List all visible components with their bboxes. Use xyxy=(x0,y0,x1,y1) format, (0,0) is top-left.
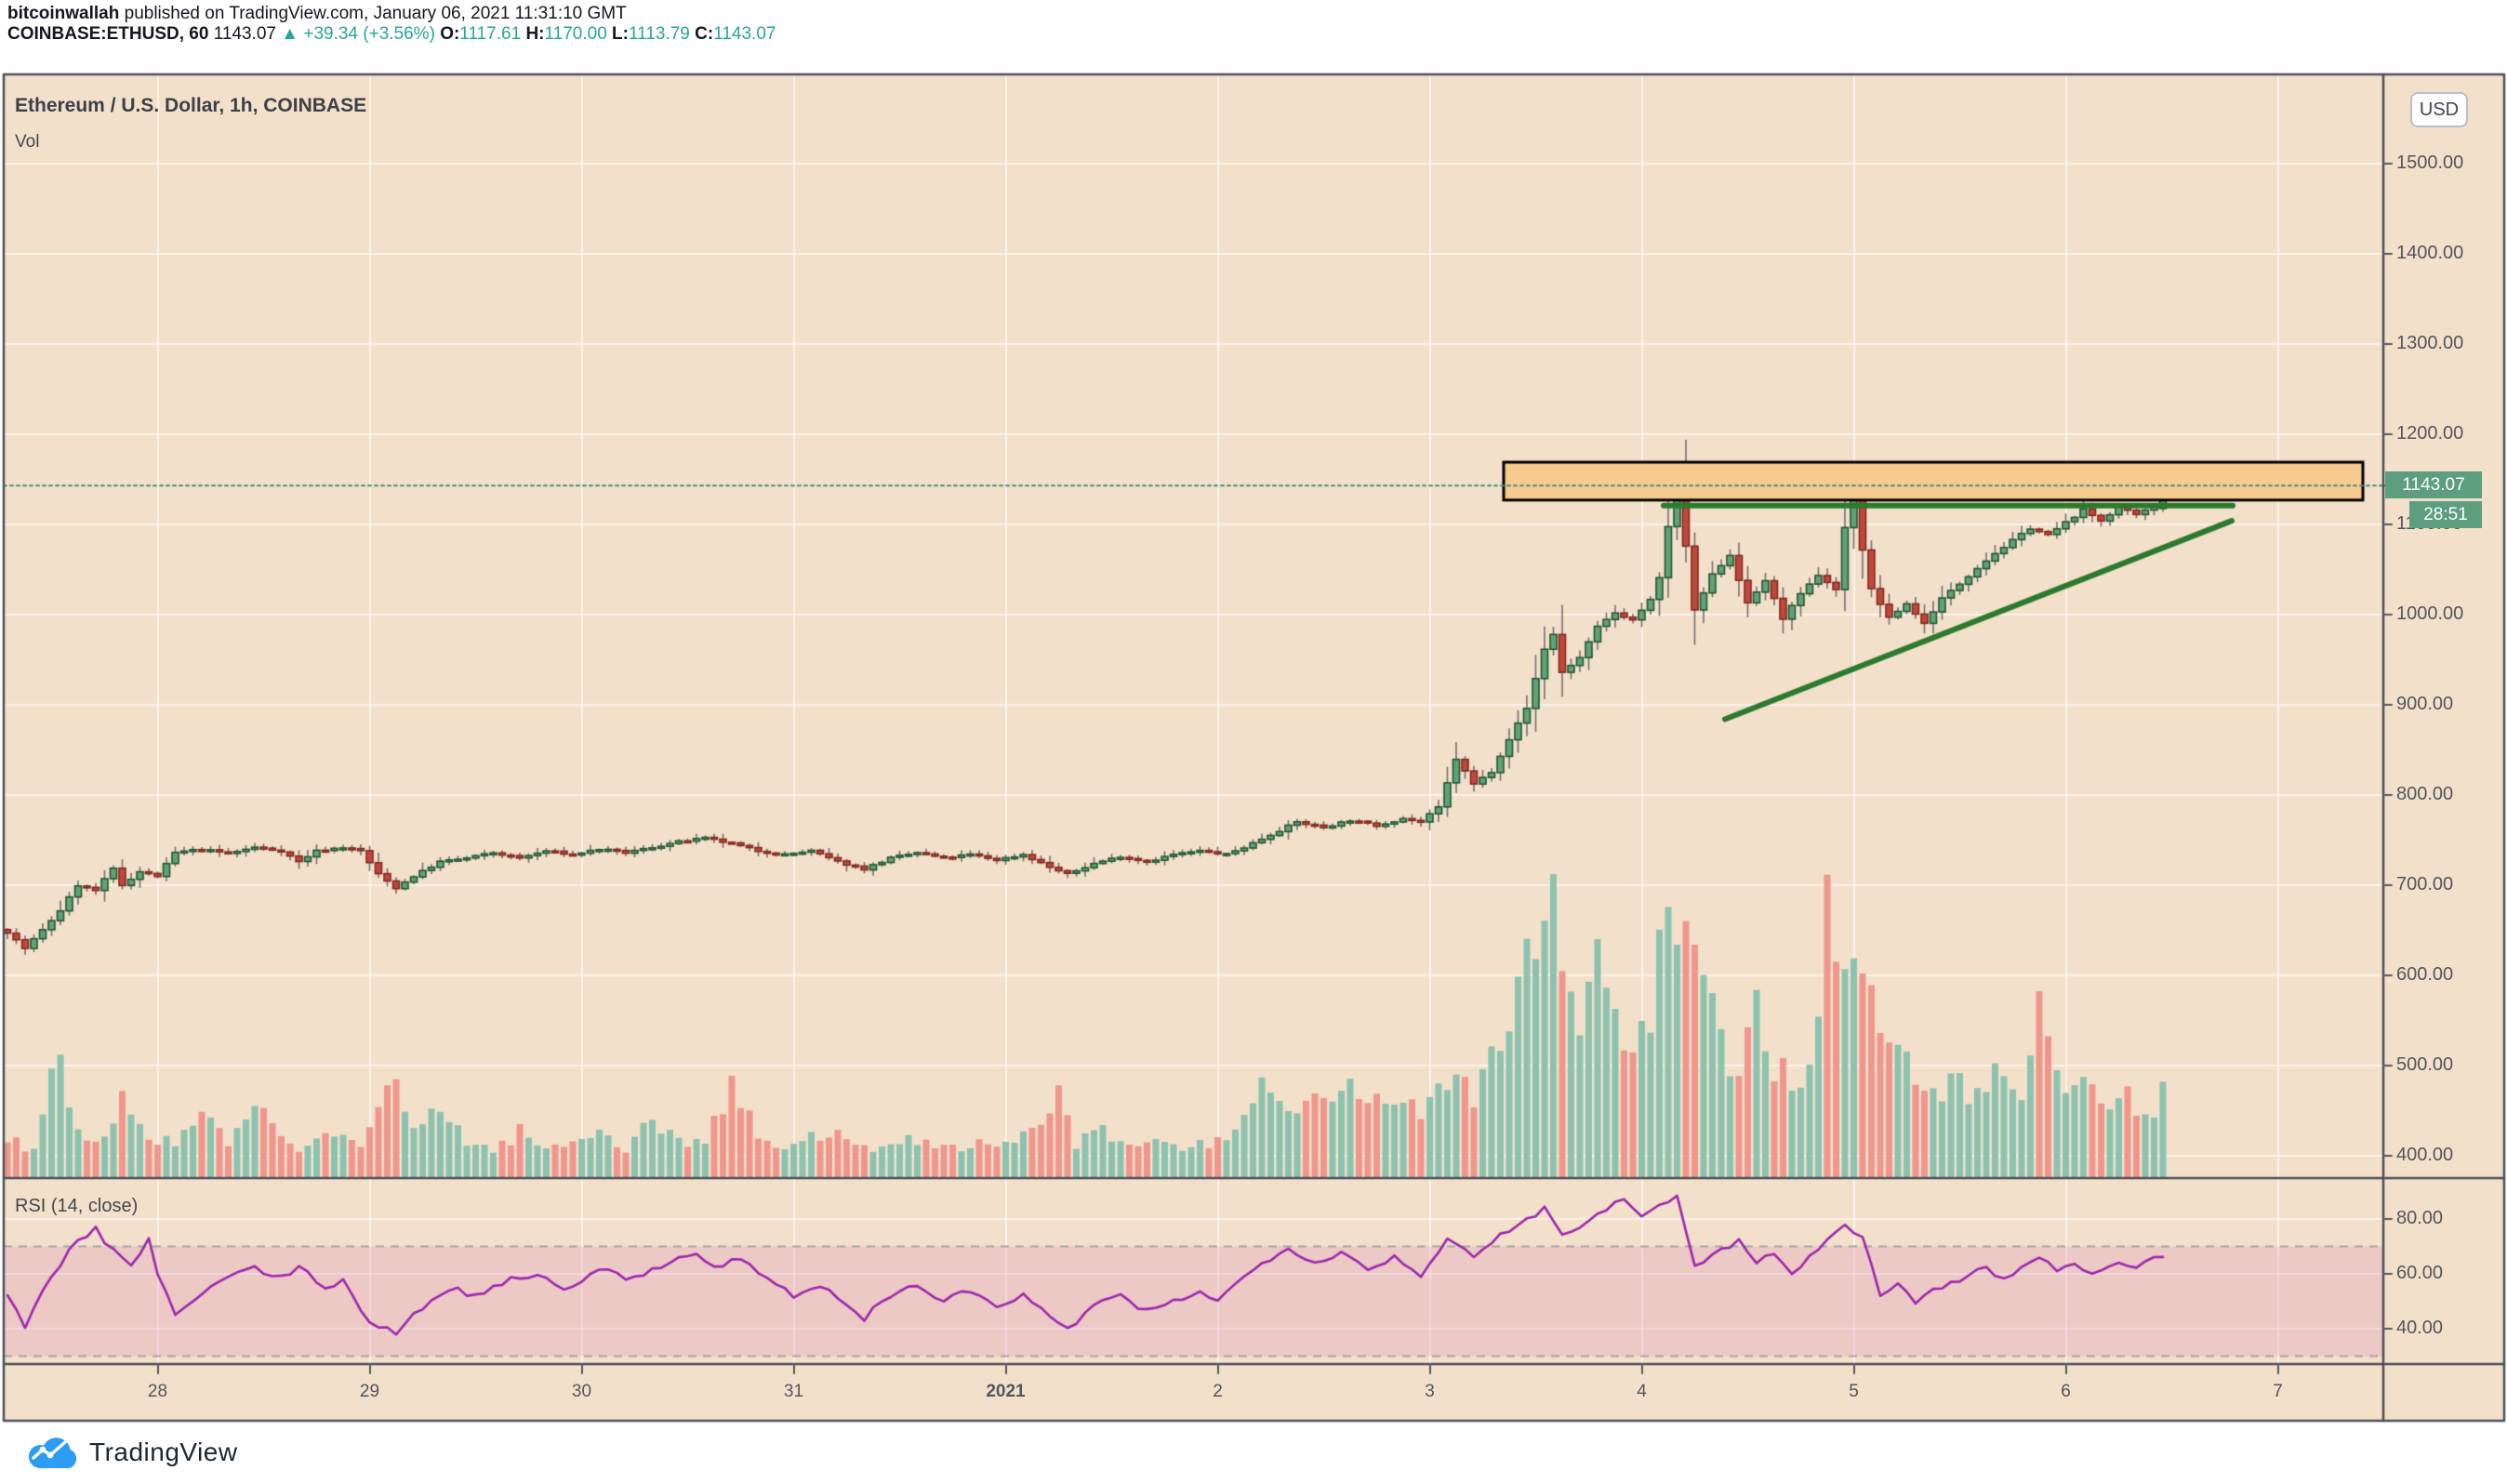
currency-unit-button[interactable]: USD xyxy=(2410,92,2468,127)
tradingview-logo-text[interactable]: TradingView xyxy=(89,1438,238,1466)
